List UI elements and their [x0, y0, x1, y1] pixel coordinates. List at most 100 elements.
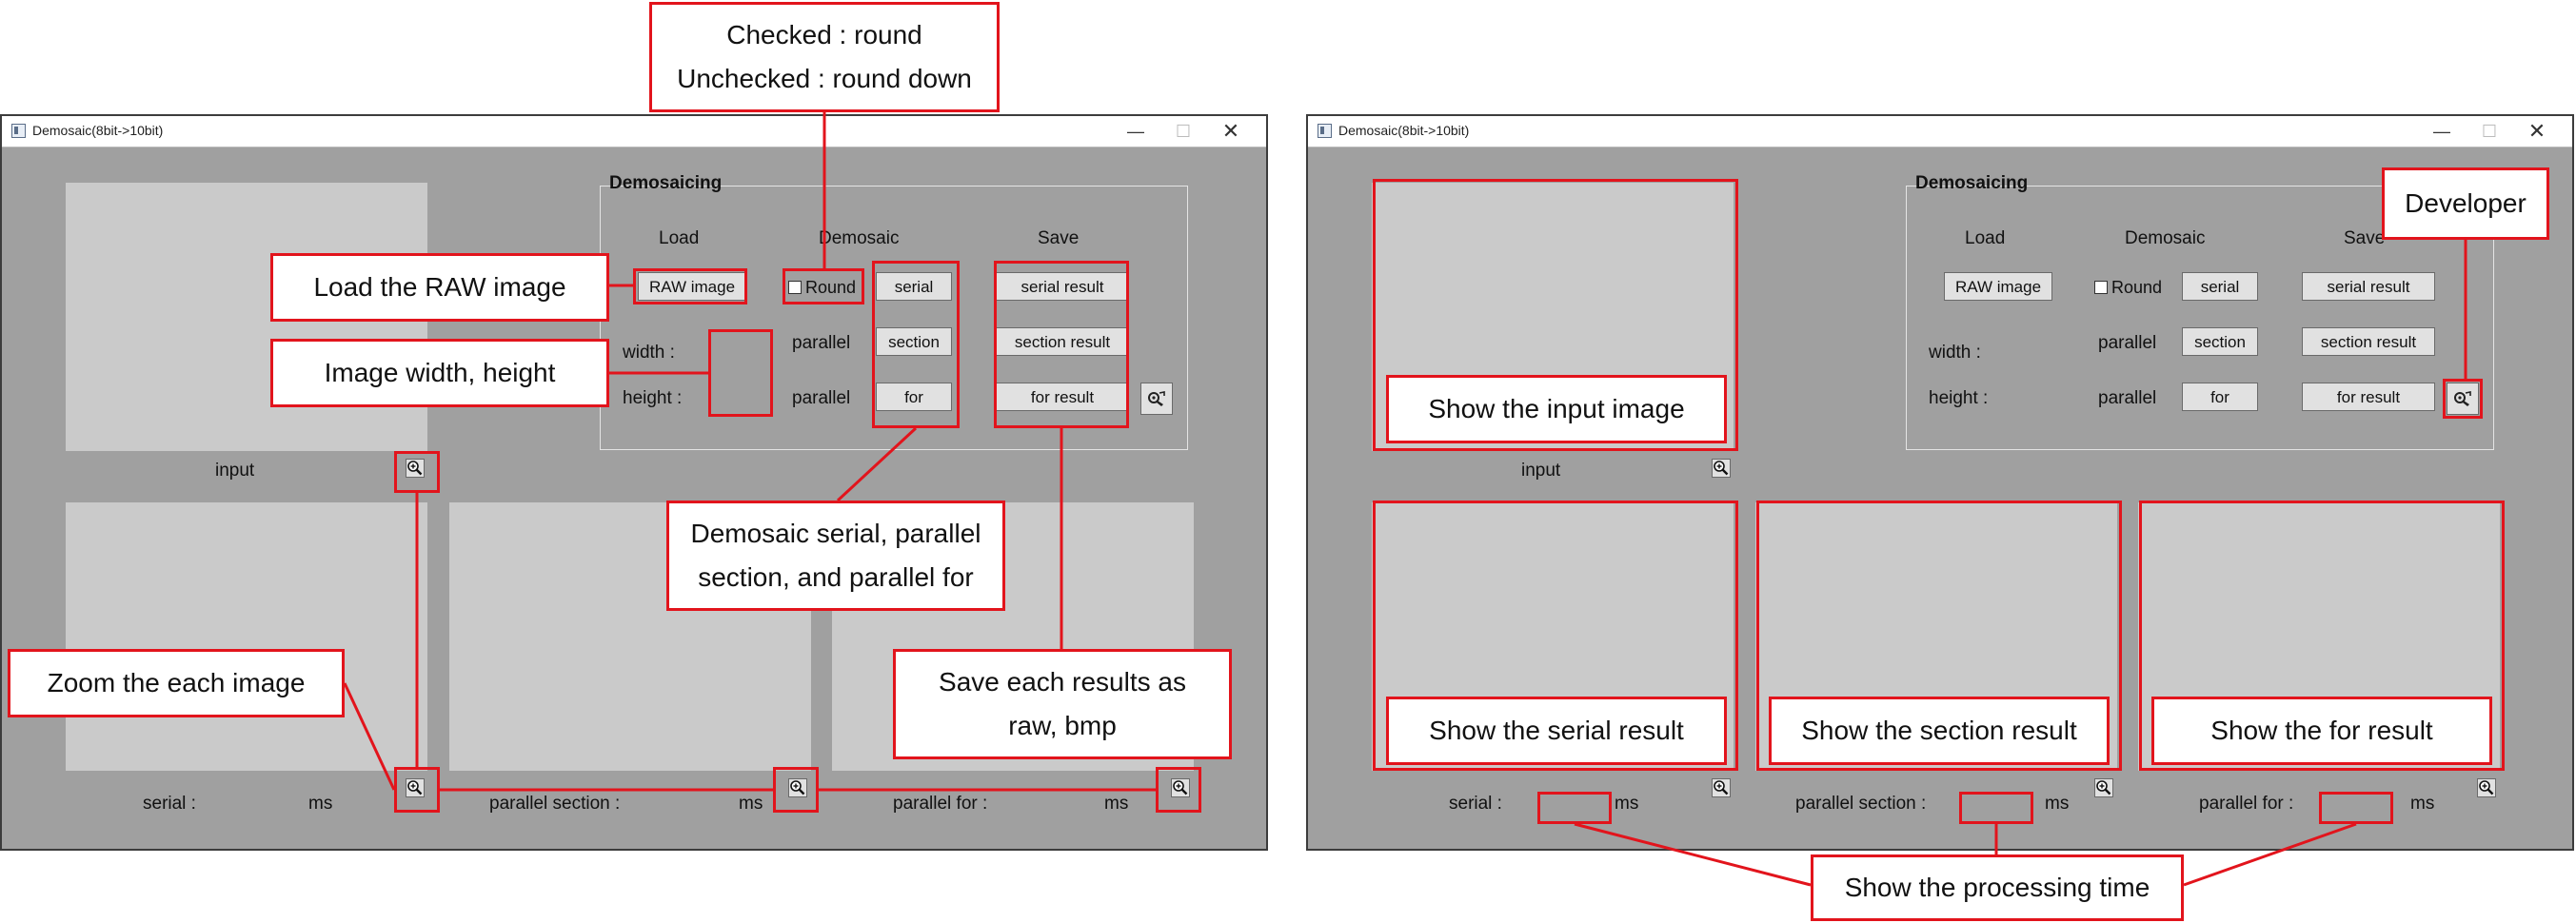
- callout-show-serial: Show the serial result: [1386, 697, 1727, 765]
- callout-demosaic: Demosaic serial, parallel section, and p…: [666, 501, 1005, 611]
- app-window-left: Demosaic(8bit->10bit) — ☐ ✕ input Demosa…: [0, 114, 1268, 851]
- section-result-button[interactable]: section result: [2302, 327, 2435, 356]
- ms-unit: ms: [1104, 794, 1129, 814]
- parallel-label: parallel: [2098, 388, 2157, 408]
- checkbox-box[interactable]: [2094, 281, 2108, 294]
- zoom-in-icon[interactable]: [406, 778, 425, 797]
- ms-unit: ms: [1615, 794, 1639, 814]
- highlight-zoom: [773, 767, 819, 813]
- save-header: Save: [2344, 228, 2386, 248]
- serial-button[interactable]: serial: [2182, 272, 2258, 301]
- highlight-raw-image: [633, 268, 747, 304]
- minimize-button[interactable]: —: [1127, 122, 1144, 141]
- serial-result-button[interactable]: serial result: [2302, 272, 2435, 301]
- for-button[interactable]: for: [2182, 383, 2258, 411]
- serial-time-label: serial :: [1449, 794, 1502, 814]
- for-button[interactable]: for: [876, 383, 952, 411]
- callout-processing-time: Show the processing time: [1811, 854, 2184, 921]
- callout-developer: Developer: [2382, 167, 2549, 240]
- ms-unit: ms: [2045, 794, 2070, 814]
- for-result-button[interactable]: for result: [2302, 383, 2435, 411]
- input-label: input: [1521, 461, 1561, 481]
- round-checkbox[interactable]: Round: [2094, 274, 2162, 301]
- maximize-button[interactable]: ☐: [1175, 122, 1192, 141]
- app-icon: [1318, 124, 1332, 138]
- window-title: Demosaic(8bit->10bit): [1338, 123, 1470, 138]
- highlight-for-time: [2319, 792, 2393, 824]
- serial-button[interactable]: serial: [876, 272, 952, 301]
- raw-image-button[interactable]: RAW image: [1944, 272, 2052, 301]
- round-label: Round: [2111, 278, 2163, 297]
- raw-image-button[interactable]: RAW image: [638, 272, 746, 301]
- highlight-input-panel: [1373, 179, 1738, 451]
- developer-icon[interactable]: [2447, 383, 2479, 415]
- ms-unit: ms: [2410, 794, 2435, 814]
- parallel-label: parallel: [792, 388, 851, 408]
- ms-unit: ms: [739, 794, 763, 814]
- parallel-section-time-label: parallel section :: [489, 794, 621, 814]
- demosaicing-groupbox: [1906, 186, 2494, 450]
- parallel-section-time-label: parallel section :: [1795, 794, 1927, 814]
- input-label: input: [215, 461, 255, 481]
- zoom-in-icon[interactable]: [1171, 778, 1190, 797]
- title-bar: Demosaic(8bit->10bit) — ☐ ✕: [1308, 116, 2572, 147]
- callout-save: Save each results as raw, bmp: [893, 649, 1232, 759]
- highlight-demosaic-buttons: [872, 261, 960, 428]
- highlight-zoom: [1156, 767, 1201, 813]
- demosaic-header: Demosaic: [819, 228, 900, 248]
- checkbox-box[interactable]: [788, 281, 802, 294]
- section-button[interactable]: section: [876, 327, 952, 356]
- zoom-in-icon[interactable]: [1712, 459, 1731, 478]
- callout-width-height: Image width, height: [270, 339, 609, 407]
- serial-result-panel: [66, 502, 427, 771]
- height-label: height :: [623, 388, 683, 408]
- zoom-in-icon[interactable]: [2477, 778, 2496, 797]
- highlight-section-time: [1959, 792, 2033, 824]
- round-checkbox[interactable]: Round: [788, 274, 856, 301]
- zoom-in-icon[interactable]: [1712, 778, 1731, 797]
- highlight-for-panel: [2139, 501, 2505, 771]
- load-header: Load: [659, 228, 700, 248]
- developer-icon[interactable]: [1140, 383, 1173, 415]
- highlight-round: [783, 268, 864, 304]
- highlight-width-height: [708, 329, 773, 417]
- parallel-label: parallel: [792, 333, 851, 353]
- callout-round: Checked : round Unchecked : round down: [649, 2, 1000, 112]
- highlight-save-buttons: [994, 261, 1129, 428]
- parallel-for-time-label: parallel for :: [2199, 794, 2294, 814]
- callout-zoom: Zoom the each image: [8, 649, 345, 717]
- close-button[interactable]: ✕: [1221, 119, 1240, 143]
- highlight-serial-time: [1537, 792, 1612, 824]
- callout-show-for: Show the for result: [2151, 697, 2492, 765]
- serial-time-label: serial :: [143, 794, 196, 814]
- callout-show-input: Show the input image: [1386, 375, 1727, 443]
- width-label: width :: [623, 343, 675, 363]
- height-label: height :: [1929, 388, 1989, 408]
- demosaic-header: Demosaic: [2125, 228, 2206, 248]
- groupbox-title: Demosaicing: [1915, 173, 2029, 193]
- groupbox-title: Demosaicing: [609, 173, 723, 193]
- highlight-serial-panel: [1373, 501, 1738, 771]
- zoom-in-icon[interactable]: [2094, 778, 2113, 797]
- zoom-in-icon[interactable]: [406, 459, 425, 478]
- minimize-button[interactable]: —: [2433, 122, 2450, 141]
- ms-unit: ms: [308, 794, 333, 814]
- section-button[interactable]: section: [2182, 327, 2258, 356]
- close-button[interactable]: ✕: [2527, 119, 2546, 143]
- highlight-zoom: [394, 451, 440, 493]
- width-label: width :: [1929, 343, 1981, 363]
- parallel-for-time-label: parallel for :: [893, 794, 988, 814]
- round-label: Round: [805, 278, 857, 297]
- callout-load-raw: Load the RAW image: [270, 253, 609, 322]
- highlight-developer: [2443, 379, 2483, 419]
- for-result-button[interactable]: for result: [996, 383, 1129, 411]
- highlight-zoom: [394, 767, 440, 813]
- window-title: Demosaic(8bit->10bit): [32, 123, 164, 138]
- save-header: Save: [1038, 228, 1080, 248]
- zoom-in-icon[interactable]: [788, 778, 807, 797]
- load-header: Load: [1965, 228, 2006, 248]
- highlight-section-panel: [1756, 501, 2122, 771]
- callout-show-section: Show the section result: [1769, 697, 2110, 765]
- maximize-button[interactable]: ☐: [2481, 122, 2498, 141]
- section-result-button[interactable]: section result: [996, 327, 1129, 356]
